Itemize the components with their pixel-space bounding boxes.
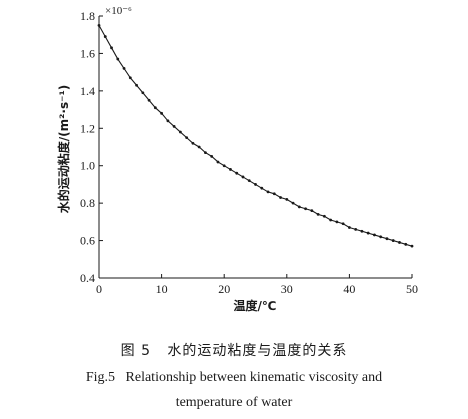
y-tick-label: 1.4 [80, 84, 95, 98]
x-tick-label: 30 [281, 282, 293, 296]
data-point [254, 183, 257, 186]
data-point [229, 168, 232, 171]
data-point [247, 179, 251, 183]
data-point [329, 218, 333, 222]
data-point [97, 23, 101, 27]
data-point [354, 227, 358, 231]
data-point [348, 226, 351, 229]
data-point [304, 207, 307, 211]
data-point [279, 196, 282, 199]
x-tick-label: 40 [343, 282, 355, 296]
data-point [235, 171, 239, 175]
data-point [116, 57, 120, 61]
y-axis-title: 水的运动粘度/(m²·s⁻¹) [56, 85, 71, 213]
axes [98, 16, 412, 279]
data-point [172, 125, 176, 128]
y-tick-label: 1.2 [80, 121, 95, 135]
figure-caption-english-line-1: Fig.5 Relationship between kinematic vis… [85, 370, 383, 385]
data-point [266, 190, 270, 194]
data-point [178, 130, 182, 134]
data-point [135, 83, 138, 87]
data-point [153, 106, 157, 110]
series-layer [97, 23, 414, 248]
x-tick-label: 0 [96, 282, 102, 296]
data-point [291, 201, 295, 205]
y-tick-label: 0.6 [80, 234, 95, 248]
data-point [185, 136, 189, 140]
x-tick-label: 10 [156, 282, 168, 296]
data-point [373, 233, 376, 237]
data-point [160, 111, 164, 115]
data-point [147, 98, 151, 102]
data-point [398, 241, 401, 244]
data-point [110, 46, 113, 50]
data-point [410, 244, 414, 248]
figure-caption-chinese: 图 5 水的运动粘度与温度的关系 [120, 343, 348, 359]
data-point [141, 91, 145, 95]
x-tick-label: 20 [218, 282, 230, 296]
data-point [391, 239, 395, 242]
data-point [216, 160, 220, 164]
data-point [272, 192, 276, 196]
y-tick-label: 0.4 [80, 271, 95, 285]
data-point [316, 212, 320, 216]
data-point [197, 145, 201, 149]
data-point [210, 154, 214, 158]
data-point [122, 67, 126, 70]
data-point [260, 186, 264, 190]
line-chart: 0 10 20 30 40 50 0.4 0.6 0.8 1.0 1.2 1.4 1.6 1.8 水的运动… [56, 5, 418, 313]
data-point [103, 35, 107, 38]
data-point [166, 119, 170, 123]
data-point [385, 237, 389, 241]
data-point [310, 209, 314, 213]
y-tick-label: 0.8 [80, 196, 95, 210]
data-point [204, 151, 207, 155]
x-tick-label: 50 [406, 282, 418, 296]
data-point [379, 235, 383, 239]
data-point [335, 220, 339, 224]
y-tick-label: 1.0 [80, 159, 95, 173]
x-axis-title: 温度/℃ [234, 298, 277, 313]
ticks: 0 10 20 30 40 50 0.4 0.6 0.8 1.0 1.2 1.4 1.6 1.8 [80, 9, 418, 296]
series-line [98, 25, 413, 247]
data-point [285, 198, 289, 201]
y-axis-multiplier: ×10⁻⁶ [105, 5, 132, 17]
data-point [360, 229, 364, 233]
figure-caption-english-line-2: temperature of water [175, 395, 293, 410]
y-tick-label: 1.8 [80, 9, 95, 23]
data-point [222, 164, 226, 168]
data-point [341, 222, 345, 226]
data-point [191, 141, 195, 145]
data-point [322, 214, 326, 218]
data-point [128, 76, 132, 80]
y-tick-label: 1.6 [80, 46, 95, 60]
data-point [297, 205, 301, 209]
data-point [241, 175, 245, 179]
data-point [366, 231, 370, 235]
data-point [404, 242, 408, 246]
